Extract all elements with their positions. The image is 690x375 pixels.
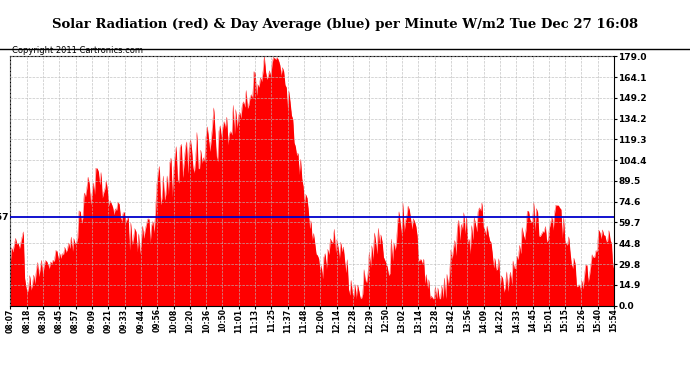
Text: Copyright 2011 Cartronics.com: Copyright 2011 Cartronics.com [12, 46, 143, 55]
Text: 63.57: 63.57 [0, 213, 8, 222]
Text: Solar Radiation (red) & Day Average (blue) per Minute W/m2 Tue Dec 27 16:08: Solar Radiation (red) & Day Average (blu… [52, 18, 638, 31]
